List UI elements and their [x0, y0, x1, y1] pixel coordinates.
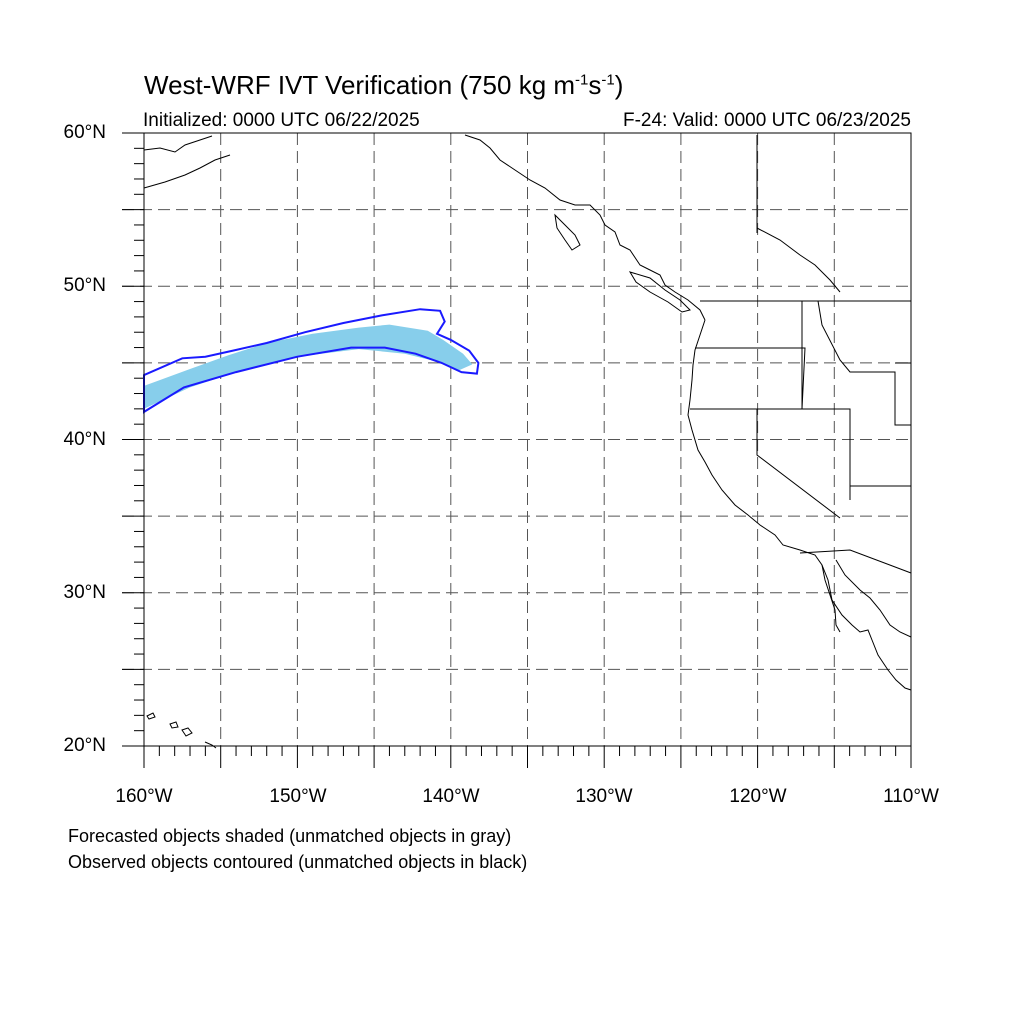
coastline-bc-islands [554, 213, 691, 313]
coastline-alaska-west [143, 135, 231, 189]
legend-note-forecast: Forecasted objects shaded (unmatched obj… [68, 826, 512, 846]
axis-ticks [122, 132, 912, 768]
lat-label-20: 20°N [63, 735, 106, 756]
coastline-baja [821, 559, 912, 691]
lon-label-150w: 150°W [269, 786, 327, 807]
island-hawaii [146, 712, 217, 749]
lon-label-160w: 160°W [115, 786, 173, 807]
coastline-us-west [687, 319, 841, 633]
border-states [690, 300, 912, 574]
observed-ivt-contour [143, 308, 480, 414]
lon-label-120w: 120°W [729, 786, 787, 807]
lon-label-110w: 110°W [883, 786, 939, 807]
init-time-label: Initialized: 0000 UTC 06/22/2025 [143, 110, 420, 131]
coastline-north [464, 134, 706, 321]
lat-label-50: 50°N [63, 275, 106, 296]
coastline-inland [756, 227, 841, 293]
lon-label-130w: 130°W [575, 786, 633, 807]
valid-time-label: F-24: Valid: 0000 UTC 06/23/2025 [623, 110, 911, 131]
coastline-and-borders [143, 134, 912, 749]
lon-label-140w: 140°W [422, 786, 480, 807]
lat-label-40: 40°N [63, 429, 106, 450]
legend-note-observed: Observed objects contoured (unmatched ob… [68, 852, 528, 872]
forecast-ivt-object [144, 324, 473, 409]
lat-label-60: 60°N [63, 122, 106, 143]
figure-title: West-WRF IVT Verification (750 kg m-1s-1… [144, 70, 624, 100]
graticule-grid [122, 133, 911, 746]
map-frame [143, 132, 912, 747]
lat-label-30: 30°N [63, 582, 106, 603]
